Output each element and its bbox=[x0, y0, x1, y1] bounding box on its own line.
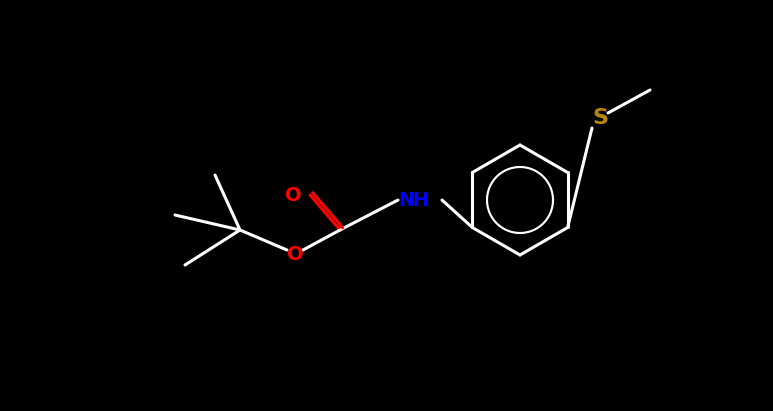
Text: O: O bbox=[287, 245, 303, 265]
Text: S: S bbox=[592, 108, 608, 128]
Text: N: N bbox=[398, 191, 414, 210]
Text: O: O bbox=[285, 185, 302, 205]
Text: H: H bbox=[412, 191, 428, 210]
